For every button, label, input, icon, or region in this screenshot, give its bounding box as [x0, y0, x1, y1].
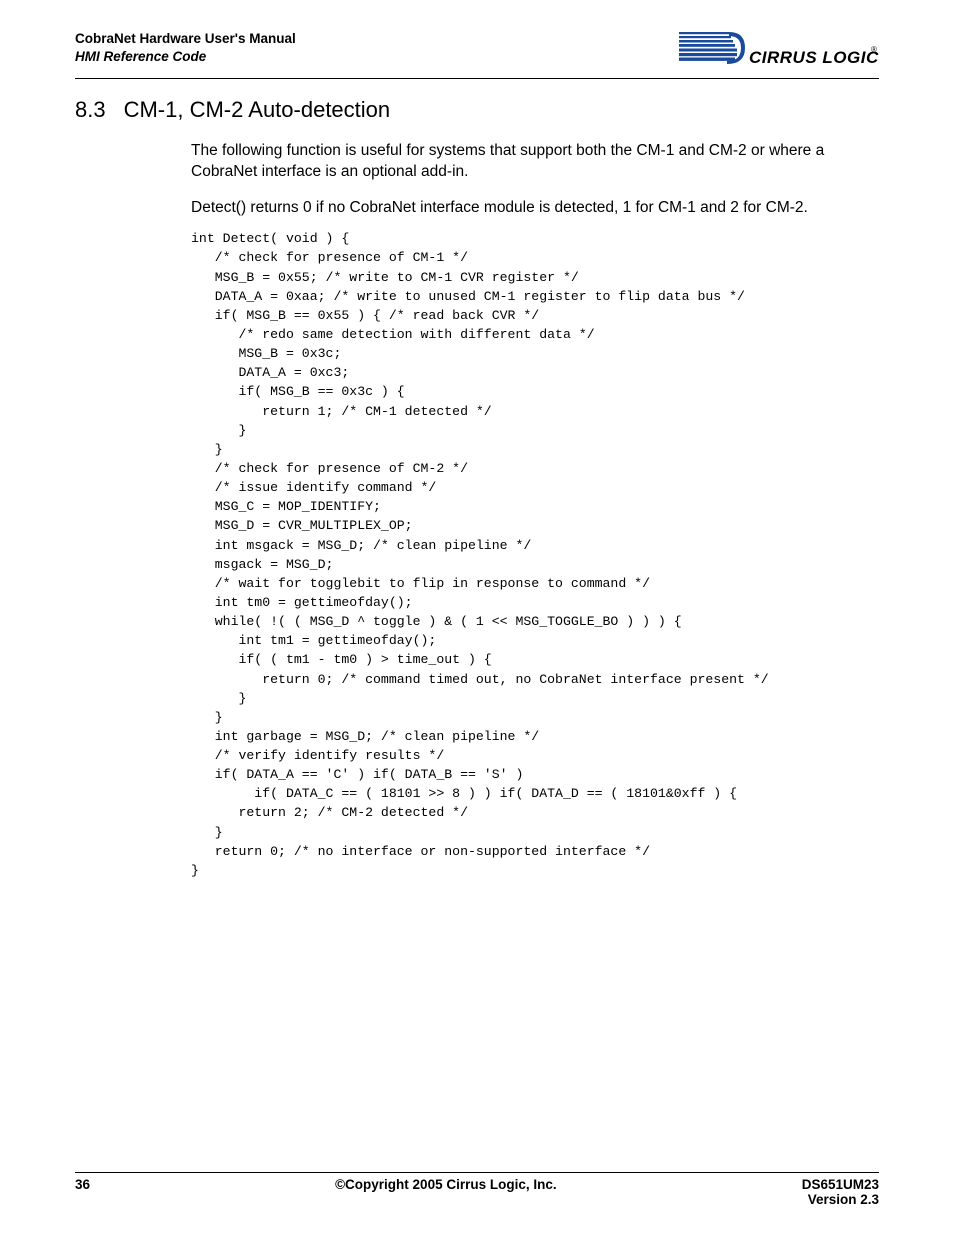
- page-footer: 36 ©Copyright 2005 Cirrus Logic, Inc. DS…: [75, 1172, 879, 1207]
- doc-id: DS651UM23: [802, 1177, 879, 1192]
- page-number: 36: [75, 1177, 90, 1207]
- manual-subtitle: HMI Reference Code: [75, 48, 296, 66]
- paragraph-2: Detect() returns 0 if no CobraNet interf…: [191, 198, 879, 219]
- doc-version-block: DS651UM23 Version 2.3: [802, 1177, 879, 1207]
- cirrus-logo-icon: CIRRUS LOGIC ®: [679, 30, 879, 74]
- logo-reg-mark: ®: [871, 45, 877, 54]
- paragraph-1: The following function is useful for sys…: [191, 141, 879, 183]
- code-listing: int Detect( void ) { /* check for presen…: [191, 229, 879, 880]
- doc-version: Version 2.3: [808, 1192, 879, 1207]
- manual-title: CobraNet Hardware User's Manual: [75, 30, 296, 48]
- header-titles: CobraNet Hardware User's Manual HMI Refe…: [75, 30, 296, 66]
- section-title: CM-1, CM-2 Auto-detection: [124, 97, 391, 122]
- section-heading: 8.3 CM-1, CM-2 Auto-detection: [75, 97, 879, 123]
- cirrus-logo: CIRRUS LOGIC ®: [679, 30, 879, 74]
- copyright-text: ©Copyright 2005 Cirrus Logic, Inc.: [90, 1177, 802, 1207]
- page-header: CobraNet Hardware User's Manual HMI Refe…: [75, 30, 879, 79]
- logo-text: CIRRUS LOGIC: [749, 48, 879, 67]
- section-number: 8.3: [75, 97, 106, 122]
